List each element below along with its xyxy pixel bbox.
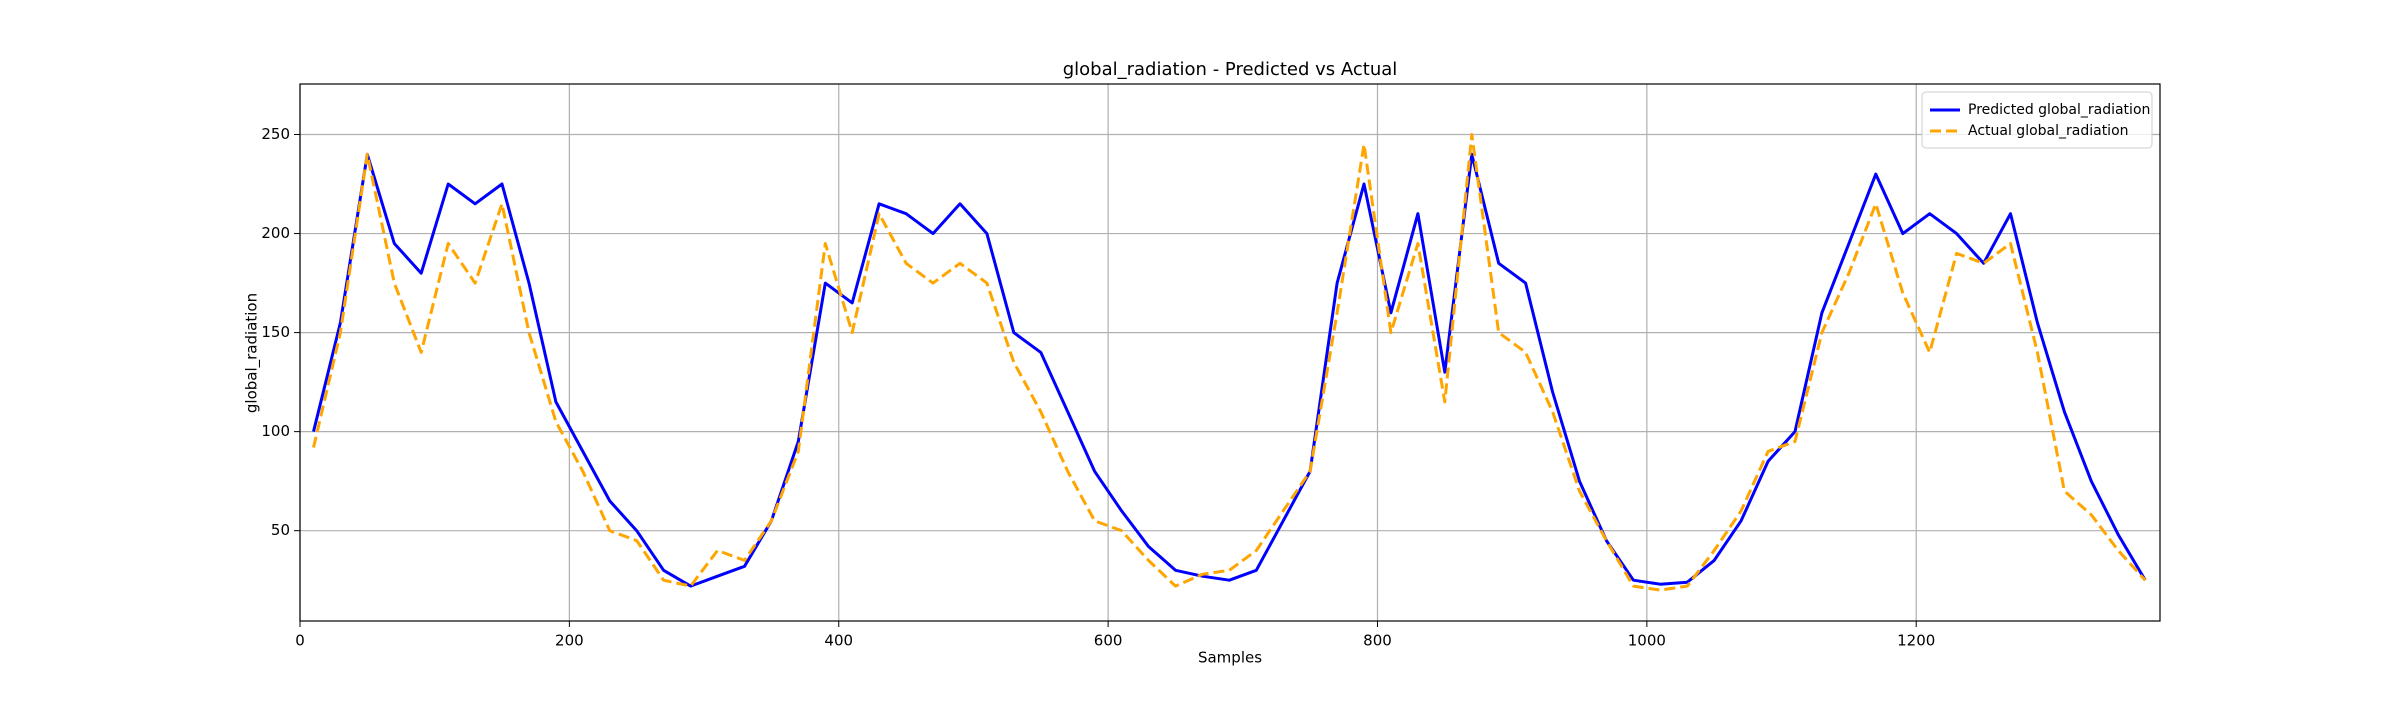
plot-frame	[299, 83, 2161, 622]
x-tick-label: 0	[295, 632, 305, 650]
x-tick-label: 200	[555, 632, 584, 650]
y-tick-label: 150	[261, 323, 290, 341]
legend-box	[1921, 91, 2153, 149]
legend-label: Predicted global_radiation	[1968, 102, 2150, 118]
y-tick-label: 250	[261, 125, 290, 143]
x-tick-label: 600	[1094, 632, 1123, 650]
data-line	[312, 133, 2147, 592]
legend-label: Actual global_radiation	[1968, 123, 2129, 139]
x-tick-label: 400	[824, 632, 853, 650]
x-tick-label: 800	[1363, 632, 1392, 650]
y-tick-label: 200	[261, 224, 290, 242]
x-axis-label: Samples	[1198, 649, 1262, 667]
chart-title: global_radiation - Predicted vs Actual	[1063, 59, 1398, 80]
y-axis-label: global_radiation	[243, 293, 262, 413]
y-tick-label: 50	[271, 521, 290, 539]
y-tick-label: 100	[261, 422, 290, 440]
x-tick-label: 1000	[1628, 632, 1666, 650]
x-tick-label: 1200	[1897, 632, 1935, 650]
data-line	[312, 152, 2147, 588]
